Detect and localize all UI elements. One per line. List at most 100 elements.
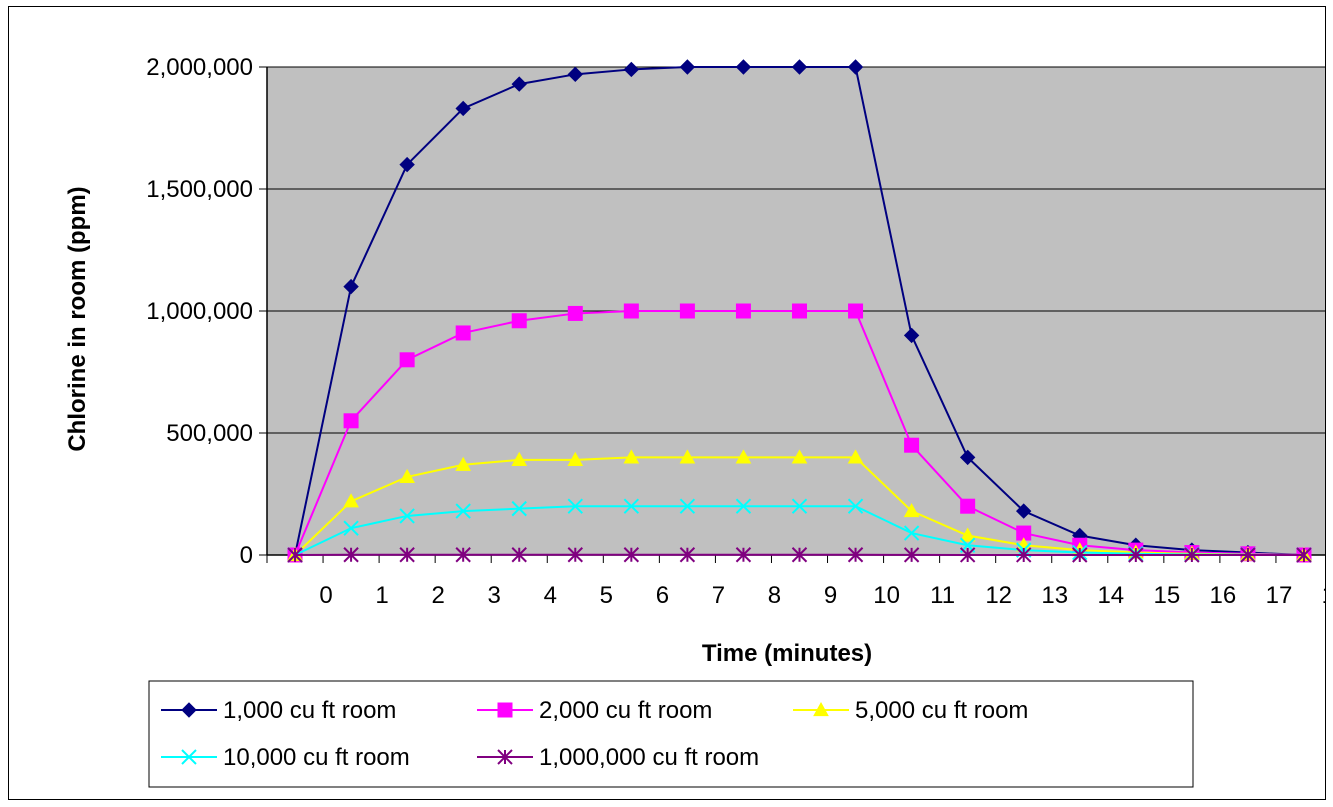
x-tick-label: 7 (712, 582, 725, 609)
data-point (960, 498, 976, 514)
data-point (343, 413, 359, 429)
legend-box (148, 680, 1194, 788)
legend-item: 1,000,000 cu ft room (477, 744, 759, 771)
data-point (679, 449, 696, 464)
data-point (567, 451, 584, 466)
data-point (455, 456, 472, 471)
data-point (679, 498, 696, 514)
data-point (847, 547, 864, 563)
data-point (1240, 547, 1256, 563)
legend-label: 1,000,000 cu ft room (539, 744, 759, 771)
y-tick-label: 1,500,000 (146, 176, 253, 203)
data-point (679, 303, 695, 319)
data-point (455, 503, 471, 519)
data-point (735, 59, 752, 75)
x-tick-label: 15 (1153, 582, 1180, 609)
data-point (903, 547, 920, 563)
x-axis-title: Time (minutes) (702, 640, 872, 667)
data-point (1016, 503, 1032, 519)
series-5 (287, 547, 1312, 563)
data-point (623, 498, 640, 514)
data-point (792, 303, 807, 319)
data-point (791, 547, 808, 563)
data-point (455, 325, 471, 341)
data-point (903, 327, 920, 344)
y-tick-label: 500,000 (166, 420, 253, 447)
data-point (343, 520, 359, 536)
legend-item: 10,000 cu ft room (161, 744, 410, 771)
legend-label: 1,000 cu ft room (223, 697, 396, 724)
data-point (679, 59, 696, 75)
data-point (1128, 547, 1144, 563)
legend-swatch-marker (813, 701, 829, 717)
x-tick-label: 16 (1210, 582, 1237, 609)
legend-swatch-marker (497, 749, 513, 765)
x-tick-label: 0 (319, 582, 332, 609)
data-point (511, 313, 527, 329)
x-tick-label: 8 (768, 582, 781, 609)
x-tick-label: 4 (544, 582, 557, 609)
legend-swatch-marker (181, 749, 197, 765)
data-point (959, 547, 976, 563)
x-tick-label: 2 (431, 582, 444, 609)
data-point (1072, 547, 1088, 563)
data-point (399, 156, 415, 173)
data-point (511, 547, 527, 563)
y-axis-ticks: 0 500,000 1,000,000 1,500,000 2,000,000 (146, 54, 1325, 569)
data-point (623, 61, 640, 78)
data-point (511, 451, 528, 466)
data-point (623, 303, 639, 319)
y-axis-title: Chlorine in room (ppm) (64, 186, 91, 451)
data-point (623, 547, 640, 563)
data-point (735, 547, 752, 563)
legend-swatch-marker (497, 702, 513, 718)
x-tick-label: 9 (824, 582, 837, 609)
x-tick-label: 17 (1266, 582, 1293, 609)
data-point (1296, 547, 1312, 563)
x-tick-label: 11 (930, 582, 955, 609)
data-point (791, 498, 808, 514)
legend-label: 2,000 cu ft room (539, 697, 712, 724)
data-point (623, 449, 640, 464)
data-point (287, 547, 303, 563)
data-point (399, 508, 415, 524)
legend-swatch-marker (181, 702, 197, 718)
data-point (567, 547, 583, 563)
x-tick-label: 13 (1041, 582, 1068, 609)
x-tick-label: 10 (873, 582, 900, 609)
legend-label: 10,000 cu ft room (223, 744, 410, 771)
data-point (343, 493, 359, 508)
data-point (399, 352, 415, 368)
data-point (791, 59, 808, 75)
data-point (567, 66, 583, 83)
legend-item: 2,000 cu ft room (477, 697, 712, 724)
data-point (847, 59, 864, 75)
x-tick-label: 14 (1097, 582, 1124, 609)
data-point (679, 547, 696, 563)
data-point (343, 278, 359, 295)
legend-item: 1,000 cu ft room (161, 697, 396, 724)
x-tick-label: 18 (1322, 582, 1325, 609)
x-tick-label: 3 (488, 582, 501, 609)
data-point (455, 547, 471, 563)
y-tick-label: 1,000,000 (146, 298, 253, 325)
data-point (1184, 547, 1200, 563)
data-point (791, 449, 808, 464)
legend-label: 5,000 cu ft room (855, 697, 1028, 724)
data-point (567, 498, 583, 514)
data-point (399, 468, 415, 484)
data-point (903, 525, 920, 541)
data-point (848, 303, 864, 319)
data-point (904, 437, 920, 453)
data-point (959, 527, 976, 542)
data-point (735, 449, 752, 464)
legend-item: 5,000 cu ft room (793, 697, 1028, 724)
legend: 1,000 cu ft room 2,000 cu ft room 5,000 cu… (148, 680, 1194, 788)
data-point (399, 547, 415, 563)
data-point (735, 498, 752, 514)
data-point (735, 303, 751, 319)
data-point (1016, 547, 1032, 563)
x-tick-label: 1 (375, 582, 388, 609)
data-point (847, 449, 864, 464)
